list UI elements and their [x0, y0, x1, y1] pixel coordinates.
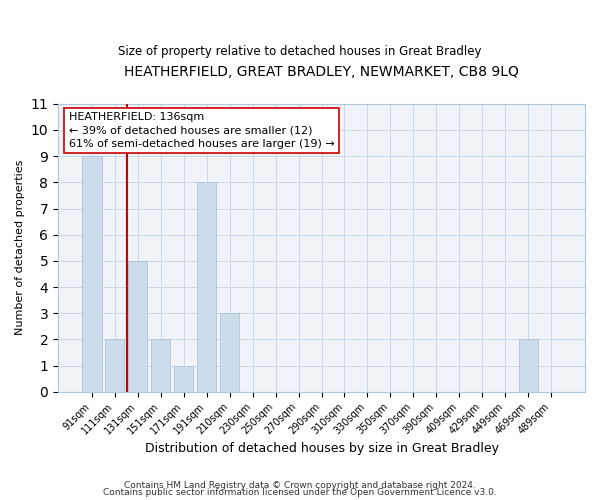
Bar — [128, 261, 148, 392]
Bar — [197, 182, 217, 392]
Text: Contains public sector information licensed under the Open Government Licence v3: Contains public sector information licen… — [103, 488, 497, 497]
Title: HEATHERFIELD, GREAT BRADLEY, NEWMARKET, CB8 9LQ: HEATHERFIELD, GREAT BRADLEY, NEWMARKET, … — [124, 65, 519, 79]
Bar — [220, 314, 239, 392]
Text: Contains HM Land Registry data © Crown copyright and database right 2024.: Contains HM Land Registry data © Crown c… — [124, 480, 476, 490]
Bar — [82, 156, 101, 392]
Y-axis label: Number of detached properties: Number of detached properties — [15, 160, 25, 336]
Bar — [518, 340, 538, 392]
Text: Size of property relative to detached houses in Great Bradley: Size of property relative to detached ho… — [118, 45, 482, 58]
Bar — [174, 366, 193, 392]
Bar — [105, 340, 124, 392]
Bar — [151, 340, 170, 392]
Text: HEATHERFIELD: 136sqm
← 39% of detached houses are smaller (12)
61% of semi-detac: HEATHERFIELD: 136sqm ← 39% of detached h… — [68, 112, 334, 149]
X-axis label: Distribution of detached houses by size in Great Bradley: Distribution of detached houses by size … — [145, 442, 499, 455]
